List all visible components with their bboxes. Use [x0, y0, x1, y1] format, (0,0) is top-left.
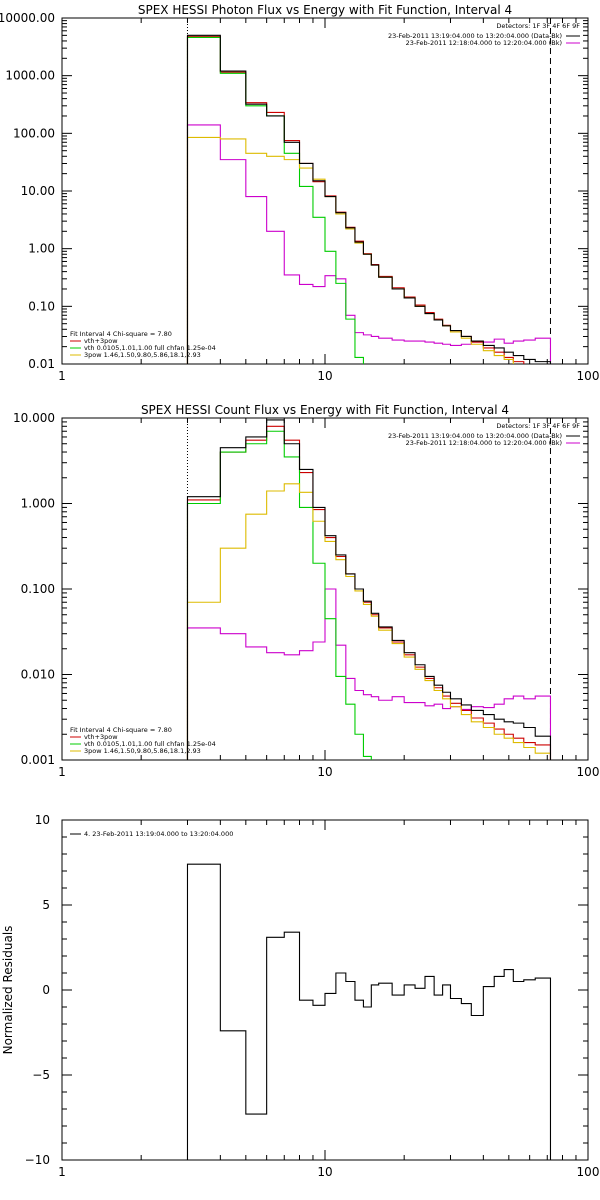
- series-line-data-bk: [186, 419, 552, 760]
- y-tick-label: 100.00: [13, 126, 55, 140]
- chart-title: SPEX HESSI Photon Flux vs Energy with Fi…: [138, 3, 512, 17]
- y-tick-label: 0: [42, 983, 50, 997]
- y-tick-label: 5: [42, 898, 50, 912]
- detectors-label: Detectors: 1F 3F 4F 6F 9F: [496, 422, 580, 430]
- y-tick-label: 0.010: [21, 668, 55, 682]
- series-line-bk: [186, 124, 552, 364]
- x-tick-label: 1: [58, 1165, 66, 1179]
- series-line-3pow: [186, 483, 552, 760]
- plot-frame: [61, 819, 589, 1161]
- legend-left-label: 4. 23-Feb-2011 13:19:04.000 to 13:20:04.…: [84, 830, 233, 838]
- series-line-3pow: [186, 136, 514, 364]
- legend-left-label: Fit Interval 4 Chi-square = 7.80: [70, 330, 172, 338]
- y-tick-label: 0.001: [21, 753, 55, 767]
- legend-left-label: 3pow 1.46,1.50,9.80,5.86,18.1,2.93: [84, 747, 201, 755]
- chart-panel-2: SPEX HESSI Count Flux vs Energy with Fit…: [13, 403, 600, 779]
- chart-title: SPEX HESSI Count Flux vs Energy with Fit…: [141, 403, 509, 417]
- series-line-data-bk: [186, 34, 552, 364]
- legend-right-label: 23-Feb-2011 12:18:04.000 to 12:20:04.000…: [406, 439, 562, 447]
- y-tick-label: 10: [35, 813, 50, 827]
- y-tick-label: 0.01: [28, 357, 55, 371]
- x-tick-label: 1: [58, 369, 66, 383]
- x-tick-label: 10: [317, 1165, 332, 1179]
- series-line-vth-3pow: [186, 35, 525, 364]
- series-line-vth: [186, 430, 372, 760]
- series-line-residuals: [186, 863, 552, 1160]
- plot-area: [186, 18, 552, 364]
- y-tick-label: 10.00: [21, 184, 55, 198]
- y-tick-label: −10: [25, 1153, 50, 1167]
- plot-area: [186, 863, 552, 1160]
- legend-right-label: 23-Feb-2011 13:19:04.000 to 13:20:04.000…: [388, 432, 562, 440]
- legend-left-label: vth+3pow: [84, 337, 118, 345]
- legend-left-label: vth 0.0105,1.01,1.00 full chfan 1.25e-04: [84, 740, 216, 748]
- plot-area: [186, 418, 552, 760]
- y-tick-label: 10.000: [13, 411, 55, 425]
- y-axis-label: Normalized Residuals: [1, 926, 15, 1055]
- legend-left-label: 3pow 1.46,1.50,9.80,5.86,18.1,2.93: [84, 351, 201, 359]
- x-tick-label: 10: [317, 369, 332, 383]
- y-tick-label: 0.100: [21, 582, 55, 596]
- chart-panel-3: 1 10 100 −10 −5 0 5 10 Normalized Residuals 4. 23…: [1, 813, 599, 1179]
- legend-left-label: vth+3pow: [84, 733, 118, 741]
- series-line-vth-3pow: [186, 425, 552, 760]
- y-tick-label: 0.10: [28, 299, 55, 313]
- x-tick-label: 100: [577, 765, 600, 779]
- detectors-label: Detectors: 1F 3F 4F 6F 9F: [496, 22, 580, 30]
- y-tick-label: 1.000: [21, 497, 55, 511]
- x-tick-label: 1: [58, 765, 66, 779]
- x-tick-label: 10: [317, 765, 332, 779]
- y-tick-label: 1.00: [28, 242, 55, 256]
- chart-panel-1: SPEX HESSI Photon Flux vs Energy with Fi…: [0, 3, 600, 383]
- y-tick-label: 1000.00: [5, 69, 55, 83]
- legend-right-label: 23-Feb-2011 12:18:04.000 to 12:20:04.000…: [406, 39, 562, 47]
- legend-left-label: Fit Interval 4 Chi-square = 7.80: [70, 726, 172, 734]
- y-tick-label: 10000.00: [0, 11, 55, 25]
- series-line-bk: [186, 588, 552, 760]
- x-tick-label: 100: [577, 369, 600, 383]
- x-tick-label: 100: [577, 1165, 600, 1179]
- legend-right-label: 23-Feb-2011 13:19:04.000 to 13:20:04.000…: [388, 32, 562, 40]
- y-tick-label: −5: [32, 1068, 50, 1082]
- legend-left-label: vth 0.0105,1.01,1.00 full chfan 1.25e-04: [84, 344, 216, 352]
